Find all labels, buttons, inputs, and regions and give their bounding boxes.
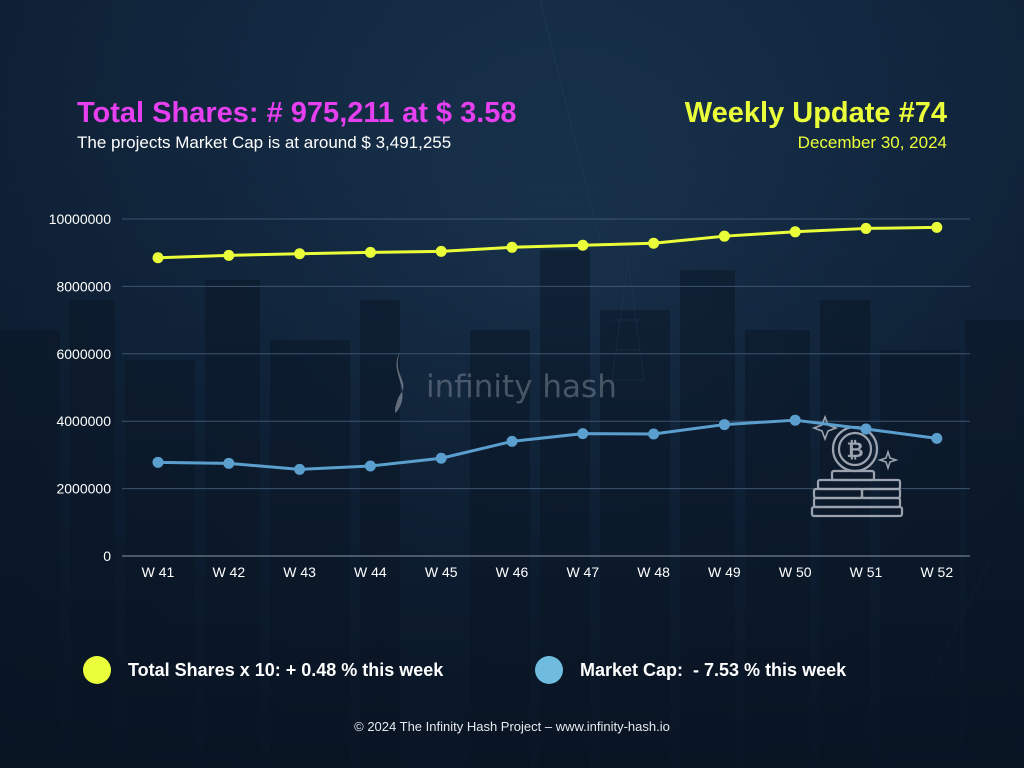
x-tick-label: W 42 — [212, 564, 245, 580]
x-tick-label: W 48 — [637, 564, 670, 580]
watermark-brand-text: infinity hash — [426, 369, 617, 405]
x-tick-label: W 47 — [566, 564, 599, 580]
series-2-point — [364, 460, 376, 472]
x-tick-label: W 43 — [283, 564, 316, 580]
logo-mark-icon — [395, 352, 404, 413]
series-1-point — [435, 245, 447, 257]
x-tick-label: W 41 — [142, 564, 175, 580]
x-tick-label: W 45 — [425, 564, 458, 580]
series-2-point — [860, 423, 872, 435]
infinity-hash-logo: infinity hash — [395, 352, 617, 413]
series-2-point — [435, 452, 447, 464]
series-1-point — [718, 230, 730, 242]
total-shares-title: Total Shares: # 975,211 at $ 3.58 — [77, 97, 517, 129]
update-date: December 30, 2024 — [797, 133, 947, 152]
series-1-point — [364, 246, 376, 258]
series-1-point — [223, 249, 235, 261]
series-1-point — [931, 221, 943, 233]
footer-copyright: © 2024 The Infinity Hash Project – www.i… — [354, 719, 670, 734]
series-1-point — [152, 252, 164, 264]
x-tick-label: W 51 — [850, 564, 883, 580]
series-2-point — [718, 419, 730, 431]
y-tick-label: 2000000 — [56, 481, 111, 497]
legend-item-total-shares: Total Shares x 10: + 0.48 % this week — [83, 652, 443, 688]
series-line-1 — [156, 225, 939, 260]
series-2-point — [648, 428, 660, 440]
weekly-update-title: Weekly Update #74 — [684, 97, 947, 129]
svg-text:₿: ₿ — [846, 438, 863, 462]
series-1-point — [648, 237, 660, 249]
series-2-point — [506, 435, 518, 447]
legend-dot-blue-icon — [535, 656, 563, 684]
series-2-point — [223, 457, 235, 469]
x-tick-label: W 49 — [708, 564, 741, 580]
series-1-point — [789, 226, 801, 238]
series-2-point — [577, 428, 589, 440]
line-chart: infinity hash ₿ 0 2000000 4000000 6000000 80… — [49, 211, 970, 580]
y-tick-label: 10000000 — [49, 211, 112, 227]
legend-label-market-cap: Market Cap: - 7.53 % this week — [580, 659, 847, 680]
series-2-point — [294, 463, 306, 475]
y-tick-label: 6000000 — [56, 346, 111, 362]
x-axis-labels: W 41 W 42 W 43 W 44 W 45 W 46 W 47 W 48 W 49 W 50… — [142, 564, 954, 580]
y-axis-labels: 0 2000000 4000000 6000000 8000000 10000000 — [49, 211, 112, 564]
legend-label-total-shares: Total Shares x 10: + 0.48 % this week — [128, 659, 444, 680]
x-tick-label: W 46 — [496, 564, 529, 580]
y-tick-label: 8000000 — [56, 278, 111, 294]
series-line-2 — [156, 418, 939, 471]
series-1-point — [294, 248, 306, 260]
y-tick-label: 4000000 — [56, 413, 111, 429]
series-layer — [152, 221, 943, 475]
y-tick-label: 0 — [103, 548, 111, 564]
bitcoin-coins-icon: ₿ — [810, 414, 904, 518]
x-tick-label: W 52 — [920, 564, 953, 580]
series-1-point — [577, 239, 589, 251]
series-1-point — [506, 241, 518, 253]
x-tick-label: W 44 — [354, 564, 387, 580]
legend-dot-yellow-icon — [83, 656, 111, 684]
series-2-point — [152, 456, 164, 468]
series-2-point — [789, 414, 801, 426]
legend-item-market-cap: Market Cap: - 7.53 % this week — [535, 652, 846, 688]
x-tick-label: W 50 — [779, 564, 812, 580]
market-cap-subtitle: The projects Market Cap is at around $ 3… — [77, 133, 452, 152]
series-2-point — [931, 432, 943, 444]
series-1-point — [860, 222, 872, 234]
